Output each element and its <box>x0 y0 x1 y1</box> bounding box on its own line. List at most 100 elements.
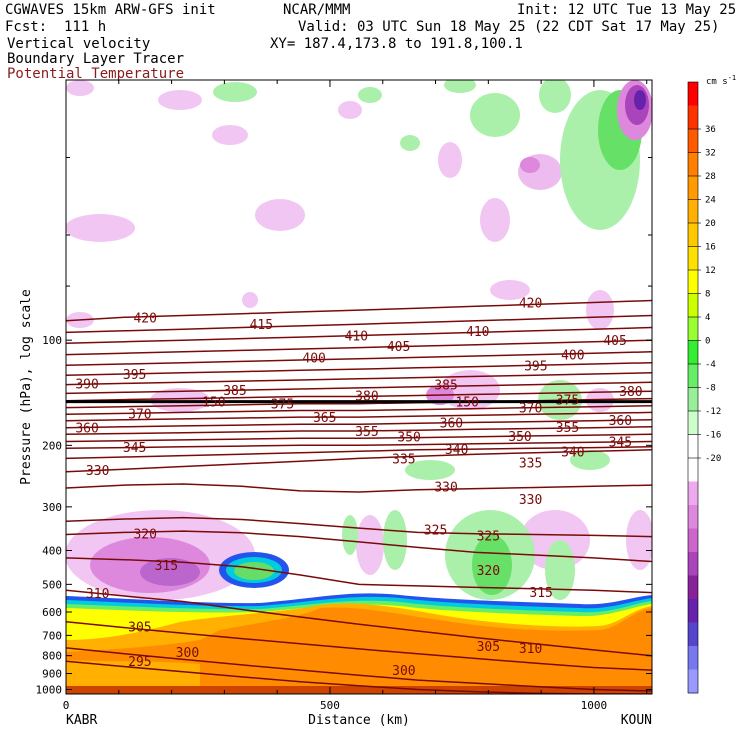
y-axis-label: Pressure (hPa), log scale <box>19 289 34 485</box>
theta-label-370: 370 <box>519 402 542 417</box>
pressure-tick-1000: 1000 <box>36 684 63 697</box>
theta-contour-330 <box>66 483 652 493</box>
colorbar-swatch <box>688 528 698 553</box>
pressure-tick-200: 200 <box>42 439 62 452</box>
colorbar-swatch <box>688 481 698 506</box>
theta-contour-320 <box>66 530 652 563</box>
field-potential-temperature: Potential Temperature <box>7 66 185 82</box>
theta-label-395: 395 <box>123 368 146 383</box>
theta-contour-415 <box>66 314 652 334</box>
theta-label-420: 420 <box>133 311 156 326</box>
theta-contour-405 <box>66 339 652 356</box>
distance-tick-1000: 1000 <box>581 699 608 712</box>
theta-label-385: 385 <box>223 384 246 399</box>
theta-contour-335 <box>66 449 652 473</box>
theta-label-295: 295 <box>128 655 151 670</box>
colorbar-label--4: -4 <box>705 360 716 370</box>
theta-label-365: 365 <box>313 411 336 426</box>
colorbar-label--8: -8 <box>705 384 716 394</box>
colorbar-label-4: 4 <box>705 313 710 323</box>
theta-label-355: 355 <box>355 425 378 440</box>
theta-contour-410 <box>66 326 652 344</box>
theta-label-325: 325 <box>424 523 447 538</box>
theta-label-150: 150 <box>202 396 225 411</box>
colorbar-swatch <box>688 129 698 153</box>
colorbar-swatch <box>688 340 698 365</box>
theta-contour-340 <box>66 446 652 460</box>
colorbar-swatch <box>688 199 698 224</box>
colorbar-swatch <box>688 82 698 106</box>
theta-contour-300 <box>66 647 652 692</box>
colorbar-label--12: -12 <box>705 407 721 417</box>
colorbar-label-32: 32 <box>705 149 716 159</box>
theta-label-305: 305 <box>128 620 151 635</box>
theta-label-335: 335 <box>392 452 415 467</box>
colorbar-swatch <box>688 270 698 294</box>
theta-label-400: 400 <box>302 351 325 366</box>
pressure-tick-400: 400 <box>42 544 62 557</box>
theta-label-405: 405 <box>387 340 410 355</box>
theta-label-335: 335 <box>519 457 542 472</box>
theta-label-325: 325 <box>477 529 500 544</box>
theta-contour-390 <box>66 372 652 386</box>
theta-label-355: 355 <box>556 421 579 436</box>
forecast-hour: Fcst: 111 h <box>5 19 107 35</box>
theta-label-375: 375 <box>271 398 294 413</box>
theta-contour-385 <box>66 381 652 395</box>
theta-contour-365 <box>66 411 652 422</box>
colorbar-swatch <box>688 411 698 435</box>
pressure-tick-700: 700 <box>42 629 62 642</box>
theta-label-375: 375 <box>556 394 579 409</box>
pressure-tick-500: 500 <box>42 578 62 591</box>
colorbar-swatch <box>688 387 698 412</box>
theta-label-340: 340 <box>561 445 584 460</box>
colorbar-swatch <box>688 317 698 341</box>
colorbar-swatch <box>688 434 698 459</box>
distance-tick-0: 0 <box>63 699 70 712</box>
theta-label-360: 360 <box>75 422 98 437</box>
theta-label-380: 380 <box>355 389 378 404</box>
theta-contour-380 <box>66 390 652 402</box>
colorbar-swatch <box>688 458 698 482</box>
distance-tick-500: 500 <box>320 699 340 712</box>
colorbar-label-0: 0 <box>705 337 710 347</box>
theta-label-340: 340 <box>445 443 468 458</box>
colorbar-swatch <box>688 105 698 130</box>
theta-label-380: 380 <box>619 385 642 400</box>
colorbar-label-36: 36 <box>705 125 716 135</box>
colorbar-swatch <box>688 223 698 247</box>
colorbar-swatch <box>688 505 698 529</box>
init-time: Init: 12 UTC Tue 13 May 25 <box>517 2 737 18</box>
colorbar-label-24: 24 <box>705 196 716 206</box>
colorbar-label-28: 28 <box>705 172 716 182</box>
colorbar: 36 32 28 24 20 16 12 8 4 0 -4 -8 -12 -16 -20 <box>687 81 721 694</box>
colorbar-label-12: 12 <box>705 266 716 276</box>
theta-label-330: 330 <box>86 464 109 479</box>
theta-contour-370 <box>66 404 652 416</box>
pressure-axis: 100 200 300 400 500 600 700 800 900 1000 <box>36 157 652 697</box>
colorbar-swatch <box>688 669 698 694</box>
potential-temperature-labels: 420 420 415 410 410 405 405 400 400 395 395 390 385 3… <box>75 296 642 679</box>
colorbar-swatch <box>688 575 698 600</box>
theta-label-300: 300 <box>392 664 415 679</box>
pressure-tick-300: 300 <box>42 501 62 514</box>
theta-label-305: 305 <box>477 640 500 655</box>
colorbar-swatch <box>688 599 698 623</box>
theta-label-330: 330 <box>434 480 457 495</box>
colorbar-label-16: 16 <box>705 243 716 253</box>
theta-label-390: 390 <box>75 377 98 392</box>
pressure-tick-800: 800 <box>42 650 62 663</box>
theta-label-410: 410 <box>466 325 489 340</box>
theta-label-360: 360 <box>440 416 463 431</box>
theta-contour-325 <box>66 516 652 538</box>
cross-section-coords: XY= 187.4,173.8 to 191.8,100.1 <box>270 36 523 52</box>
theta-label-300: 300 <box>176 646 199 661</box>
theta-label-310: 310 <box>86 587 109 602</box>
colorbar-swatch <box>688 152 698 177</box>
model-title: CGWAVES 15km ARW-GFS init <box>5 2 216 18</box>
colorbar-label-8: 8 <box>705 290 710 300</box>
colorbar-swatch <box>688 246 698 271</box>
theta-contour-360 <box>66 419 652 429</box>
colorbar-swatch <box>688 176 698 200</box>
